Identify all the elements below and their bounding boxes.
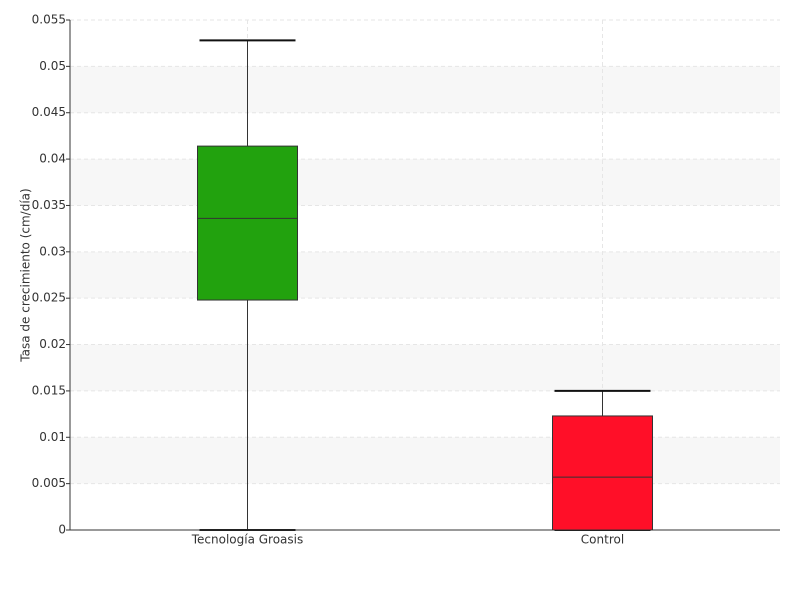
grid-band — [70, 251, 780, 299]
y-tick-label: 0.04 — [39, 152, 66, 166]
y-tick-label: 0.015 — [32, 383, 66, 397]
y-tick-label: 0.035 — [32, 198, 66, 212]
y-tick-label: 0.055 — [32, 13, 66, 27]
y-tick-label: 0.005 — [32, 476, 66, 490]
grid-band — [70, 437, 780, 484]
y-tick-label: 0.045 — [32, 105, 66, 119]
x-tick-label: Control — [581, 533, 624, 547]
grid-band — [70, 66, 780, 113]
y-tick-label: 0.05 — [39, 59, 66, 73]
y-axis-label: Tasa de crecimiento (cm/día) — [19, 188, 33, 362]
x-tick-label: Tecnología Groasis — [191, 533, 304, 547]
y-tick-label: 0.02 — [39, 337, 66, 351]
grid-band — [70, 159, 780, 206]
y-tick-label: 0 — [58, 523, 66, 537]
box — [552, 415, 653, 531]
grid-band — [70, 344, 780, 391]
y-tick-label: 0.01 — [39, 430, 66, 444]
y-tick-label: 0.03 — [39, 244, 66, 258]
box — [197, 145, 298, 301]
y-tick-label: 0.025 — [32, 291, 66, 305]
